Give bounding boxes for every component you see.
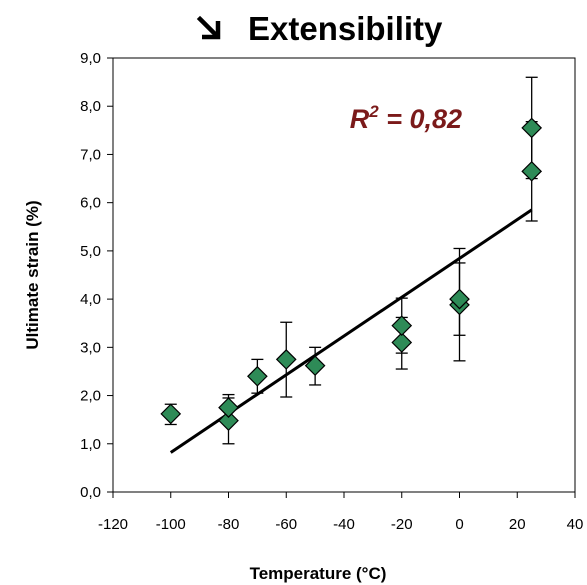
data-point — [449, 288, 470, 310]
data-point — [218, 397, 239, 418]
x-tick-label: 20 — [509, 516, 526, 533]
y-tick-label: 2,0 — [80, 388, 101, 405]
data-point — [247, 365, 268, 387]
x-tick-label: -20 — [391, 516, 413, 533]
data-point — [160, 403, 182, 425]
data-points — [160, 117, 543, 431]
x-tick-label: 0 — [455, 516, 463, 533]
x-axis-ticks: -120 -100 -80 -60 -40 -20 0 20 40 — [98, 492, 583, 533]
plot-area — [112, 57, 576, 493]
data-point — [521, 160, 543, 182]
x-tick-label: -40 — [333, 516, 355, 533]
data-point — [304, 355, 326, 377]
chart-title-group: Extensibility — [196, 10, 443, 47]
y-tick-label: 4,0 — [80, 291, 101, 308]
chart-title: Extensibility — [248, 10, 443, 47]
data-point — [218, 410, 239, 431]
data-point — [275, 349, 297, 370]
y-tick-label: 1,0 — [80, 436, 101, 453]
data-point — [521, 117, 543, 139]
y-axis-ticks: 0,0 1,0 2,0 3,0 4,0 5,0 6,0 7,0 8,0 9,0 — [80, 50, 113, 501]
y-tick-label: 8,0 — [80, 98, 101, 115]
data-point — [391, 315, 413, 336]
x-axis-title: Temperature (°C) — [250, 564, 387, 583]
r-squared-base: R — [350, 104, 370, 134]
y-tick-label: 0,0 — [80, 484, 101, 501]
x-tick-label: 40 — [567, 516, 584, 533]
y-tick-label: 7,0 — [80, 146, 101, 163]
x-tick-label: -80 — [218, 516, 240, 533]
x-tick-label: -60 — [275, 516, 297, 533]
r-squared-annotation: R2 = 0,82 — [350, 102, 462, 134]
r-squared-value: = 0,82 — [379, 104, 462, 134]
y-tick-label: 9,0 — [80, 50, 101, 67]
data-point — [391, 332, 413, 353]
y-axis-title: Ultimate strain (%) — [23, 200, 42, 349]
x-tick-label: -120 — [98, 516, 128, 533]
y-tick-label: 6,0 — [80, 195, 101, 212]
y-tick-label: 5,0 — [80, 243, 101, 260]
south-east-arrow-icon — [196, 15, 221, 40]
r-squared-superscript: 2 — [368, 102, 379, 121]
y-tick-label: 3,0 — [80, 339, 101, 356]
x-tick-label: -100 — [156, 516, 186, 533]
